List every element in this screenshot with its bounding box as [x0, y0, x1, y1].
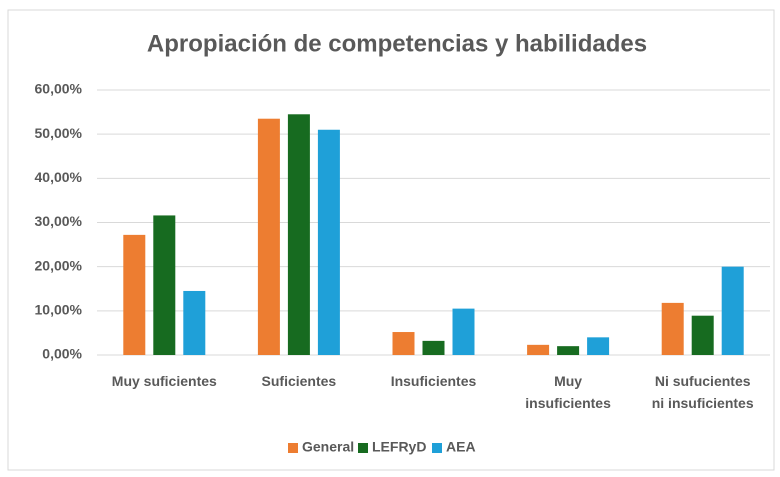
- legend-swatch: [288, 443, 298, 453]
- legend-label: General: [302, 439, 354, 455]
- y-tick-label: 60,00%: [35, 81, 83, 97]
- legend-swatch: [432, 443, 442, 453]
- bar: [721, 266, 744, 355]
- x-tick-label: Insuficientes: [390, 373, 477, 389]
- y-tick-label: 0,00%: [42, 346, 82, 362]
- y-tick-label: 30,00%: [35, 213, 83, 229]
- y-tick-label: 50,00%: [35, 125, 83, 141]
- bar: [317, 129, 340, 355]
- bar: [183, 290, 206, 355]
- x-tick-label: Muy suficientes: [111, 373, 217, 389]
- legend-label: LEFRyD: [372, 439, 426, 455]
- legend-swatch: [358, 443, 368, 453]
- x-tick-label: Muy insuficientes: [525, 373, 611, 411]
- y-tick-label: 40,00%: [35, 169, 83, 185]
- y-tick-label: 10,00%: [35, 302, 83, 318]
- y-tick-label: 20,00%: [35, 257, 83, 273]
- bar: [661, 302, 684, 355]
- bar: [257, 118, 280, 355]
- x-tick-label: Suficientes: [261, 373, 337, 389]
- bar: [123, 234, 146, 355]
- bar: [287, 114, 310, 356]
- legend-label: AEA: [446, 439, 476, 455]
- bar: [691, 315, 714, 355]
- bar: [392, 332, 415, 355]
- bar: [452, 308, 475, 355]
- bar: [587, 337, 610, 355]
- chart-title: Apropiación de competencias y habilidade…: [147, 30, 647, 57]
- bar: [527, 344, 550, 355]
- bar: [153, 215, 176, 355]
- bar: [557, 346, 580, 355]
- x-tick-label: Ni sufucientes ni insuficientes: [651, 373, 754, 411]
- bar: [422, 340, 445, 355]
